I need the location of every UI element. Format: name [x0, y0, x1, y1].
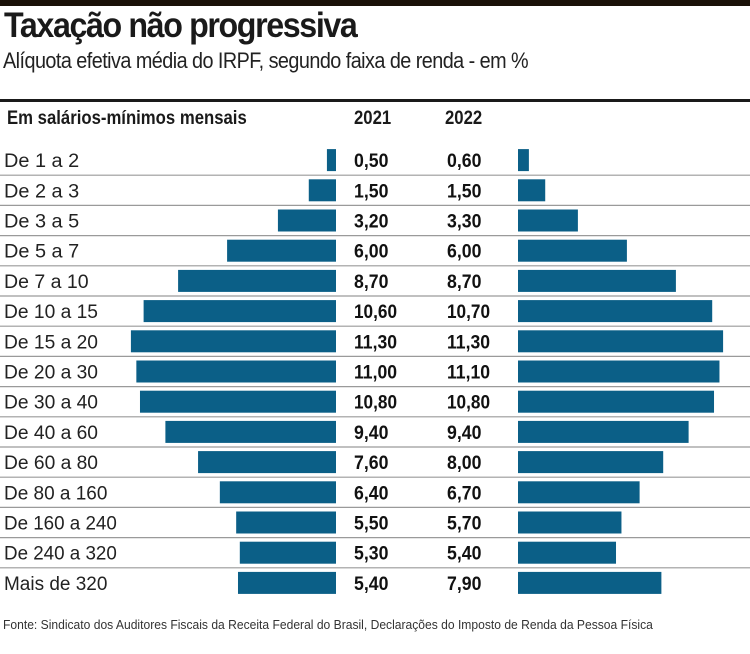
bar-2021	[198, 451, 336, 474]
bar-2022	[518, 541, 617, 564]
bar-2021	[139, 390, 336, 413]
value-label-2021: 8,70	[354, 272, 388, 293]
category-label: De 2 a 3	[4, 181, 79, 202]
category-label: De 15 a 20	[4, 332, 98, 353]
bar-2022	[518, 269, 676, 292]
bar-2022	[518, 239, 627, 262]
value-label-2022: 5,40	[447, 544, 481, 565]
value-label-2021: 3,20	[354, 212, 388, 233]
value-label-2021: 11,30	[354, 332, 397, 353]
bar-2022	[518, 390, 715, 413]
value-label-2022: 10,70	[447, 302, 490, 323]
butterfly-chart: De 1 a 2 0,50 0,60 De 2 a 3 1,50 1,50 De 3 a 5…	[0, 149, 750, 595]
value-label-2021: 6,40	[354, 483, 388, 504]
value-label-2022: 10,80	[447, 393, 490, 414]
bar-2021	[236, 511, 336, 534]
category-label: De 60 a 80	[4, 453, 98, 474]
value-label-2021: 10,60	[354, 302, 397, 323]
chart-title: Taxação não progressiva	[4, 6, 358, 45]
category-label: De 80 a 160	[4, 483, 107, 504]
value-label-2021: 11,00	[354, 363, 397, 384]
bar-2022	[518, 451, 664, 474]
series-header-2021: 2021	[354, 108, 392, 129]
category-label: De 10 a 15	[4, 302, 98, 323]
bar-2021	[237, 571, 336, 594]
value-label-2022: 0,60	[447, 151, 481, 172]
bar-2022	[518, 300, 713, 323]
series-header-2022: 2022	[445, 108, 483, 129]
category-label: De 20 a 30	[4, 363, 98, 384]
bar-2021	[308, 179, 336, 202]
category-label: De 3 a 5	[4, 212, 79, 233]
category-label: De 7 a 10	[4, 272, 89, 293]
value-label-2022: 5,70	[447, 514, 481, 535]
bar-2022	[518, 420, 689, 443]
bar-2022	[518, 571, 662, 594]
bar-2021	[130, 330, 336, 353]
bar-2021	[239, 541, 336, 564]
category-label: De 5 a 7	[4, 242, 79, 263]
value-label-2022: 6,70	[447, 483, 481, 504]
value-label-2021: 1,50	[354, 181, 388, 202]
value-label-2021: 9,40	[354, 423, 388, 444]
value-label-2021: 10,80	[354, 393, 397, 414]
value-label-2022: 8,00	[447, 453, 481, 474]
value-label-2022: 6,00	[447, 242, 481, 263]
value-label-2022: 11,10	[447, 363, 490, 384]
value-label-2021: 6,00	[354, 242, 388, 263]
value-label-2022: 11,30	[447, 332, 490, 353]
category-label: De 1 a 2	[4, 151, 79, 172]
value-label-2021: 5,30	[354, 544, 388, 565]
category-header: Em salários-mínimos mensais	[7, 108, 247, 129]
category-label: De 240 a 320	[4, 544, 117, 565]
bar-2021	[178, 269, 336, 292]
category-label: Mais de 320	[4, 574, 107, 595]
bar-2022	[518, 481, 640, 504]
category-label: De 40 a 60	[4, 423, 98, 444]
bar-2022	[518, 330, 724, 353]
value-label-2022: 3,30	[447, 212, 481, 233]
value-label-2021: 7,60	[354, 453, 388, 474]
category-label: De 30 a 40	[4, 393, 98, 414]
bar-2021	[326, 149, 336, 172]
bar-2022	[518, 149, 529, 172]
header-rule	[0, 99, 750, 102]
value-label-2022: 1,50	[447, 181, 481, 202]
bar-2022	[518, 360, 720, 383]
chart-subtitle: Alíquota efetiva média do IRPF, segundo …	[3, 48, 529, 73]
bar-2021	[219, 481, 336, 504]
value-label-2022: 8,70	[447, 272, 481, 293]
bar-2022	[518, 179, 546, 202]
value-label-2021: 5,50	[354, 514, 388, 535]
bar-2022	[518, 209, 578, 232]
bar-2021	[143, 300, 336, 323]
bar-2021	[227, 239, 336, 262]
value-label-2021: 0,50	[354, 151, 388, 172]
value-label-2022: 9,40	[447, 423, 481, 444]
value-label-2022: 7,90	[447, 574, 481, 595]
bar-2021	[277, 209, 336, 232]
bar-2022	[518, 511, 622, 534]
bar-2021	[136, 360, 336, 383]
category-label: De 160 a 240	[4, 514, 117, 535]
top-bar	[0, 0, 750, 6]
source-note: Fonte: Sindicato dos Auditores Fiscais d…	[3, 617, 653, 632]
value-label-2021: 5,40	[354, 574, 388, 595]
bar-2021	[165, 420, 336, 443]
